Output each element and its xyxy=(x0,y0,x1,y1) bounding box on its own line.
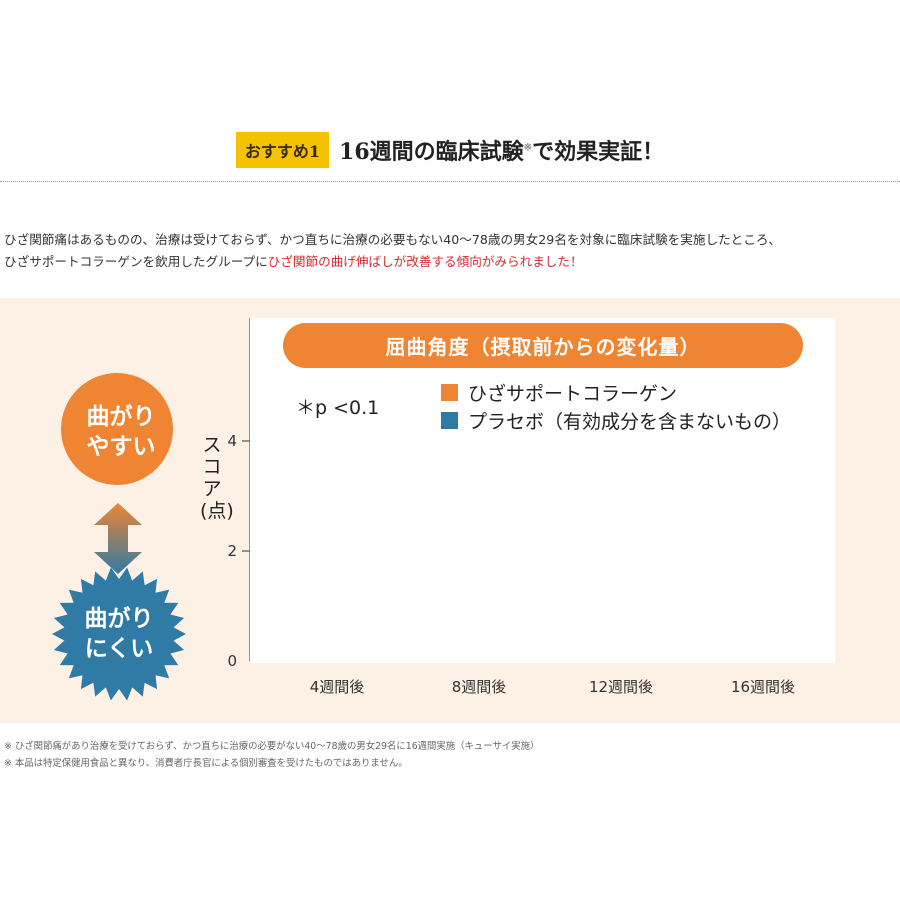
y-tick-label: 0 xyxy=(227,652,237,670)
x-tick-label: 16週間後 xyxy=(731,678,795,696)
intro-text: ひざ関節痛はあるものの、治療は受けておらず、かつ直ちに治療の必要もない40～78… xyxy=(4,229,896,273)
significance-note: ＊p <0.1 xyxy=(296,397,380,419)
intro-line-2: ひざサポートコラーゲンを飲用したグループにひざ関節の曲げ伸ばしが改善する傾向がみ… xyxy=(4,254,583,269)
y-tick-label: 2 xyxy=(227,542,237,560)
legend-item-collagen: ひざサポートコラーゲン xyxy=(441,378,791,406)
y-axis-label: スコア(点) xyxy=(200,434,234,522)
dotted-divider xyxy=(0,181,900,182)
y-tick-label: 4 xyxy=(227,432,237,450)
legend-swatch-collagen xyxy=(441,383,458,401)
x-tick-label: 8週間後 xyxy=(452,678,507,696)
legend-item-placebo: プラセボ（有効成分を含まないもの） xyxy=(441,406,791,434)
easy-bend-circle xyxy=(61,373,173,485)
section-heading: おすすめ1 16週間の臨床試験※で効果実証！ xyxy=(0,132,900,168)
hard-bend-label: 曲がり にくい xyxy=(84,606,154,662)
chart-legend: ひざサポートコラーゲン プラセボ（有効成分を含まないもの） xyxy=(441,378,791,434)
chart-title: 屈曲角度（摂取前からの変化量） xyxy=(283,323,803,368)
footnote-1: ※ ひざ関節痛があり治療を受けておらず、かつ直ちに治療の必要がない40～78歳の… xyxy=(4,741,540,752)
intro-highlight: ひざ関節の曲げ伸ばしが改善する傾向がみられました！ xyxy=(267,254,583,269)
chart-plot-area xyxy=(250,318,835,663)
intro-line-1: ひざ関節痛はあるものの、治療は受けておらず、かつ直ちに治療の必要もない40～78… xyxy=(4,232,782,247)
legend-swatch-placebo xyxy=(441,411,458,429)
heading-note-mark: ※ xyxy=(523,142,533,154)
x-tick-label: 4週間後 xyxy=(310,678,365,696)
double-arrow-icon xyxy=(94,503,142,574)
easy-bend-label: 曲がり やすい xyxy=(86,404,156,460)
heading-title: 16週間の臨床試験※で効果実証！ xyxy=(339,139,665,165)
footnote-2: ※ 本品は特定保健用食品と異なり、消費者庁長官による個別審査を受けたものではあり… xyxy=(4,758,408,769)
starburst-badge-shape xyxy=(52,567,186,701)
x-tick-label: 12週間後 xyxy=(589,678,653,696)
recommend-badge: おすすめ1 xyxy=(235,132,330,168)
